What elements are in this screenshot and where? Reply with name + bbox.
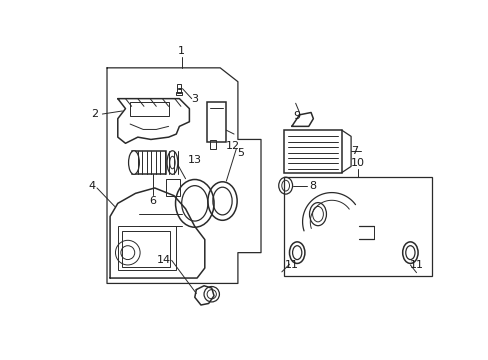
- Text: 5: 5: [237, 148, 244, 158]
- Bar: [284, 130, 341, 172]
- Bar: [166, 179, 180, 195]
- Bar: [122, 231, 170, 266]
- Text: 12: 12: [226, 141, 240, 151]
- Bar: [132, 151, 166, 174]
- Text: 14: 14: [157, 255, 171, 265]
- Text: 2: 2: [91, 109, 98, 119]
- Text: 6: 6: [149, 196, 156, 206]
- Text: 11: 11: [409, 260, 423, 270]
- Bar: [118, 226, 175, 270]
- Text: 7: 7: [351, 146, 358, 156]
- Bar: [210, 140, 216, 149]
- Text: 3: 3: [191, 94, 198, 104]
- Text: 8: 8: [308, 181, 316, 191]
- Text: 4: 4: [88, 181, 95, 191]
- Text: 1: 1: [178, 46, 185, 56]
- Text: 9: 9: [293, 111, 300, 121]
- Text: 10: 10: [350, 158, 364, 168]
- Bar: [177, 84, 181, 93]
- Bar: [176, 92, 182, 95]
- Text: 11: 11: [284, 260, 298, 270]
- Text: 13: 13: [187, 155, 202, 165]
- Ellipse shape: [128, 151, 139, 174]
- Ellipse shape: [167, 151, 178, 174]
- Bar: [284, 177, 431, 276]
- Bar: [207, 102, 226, 142]
- Bar: [130, 103, 168, 116]
